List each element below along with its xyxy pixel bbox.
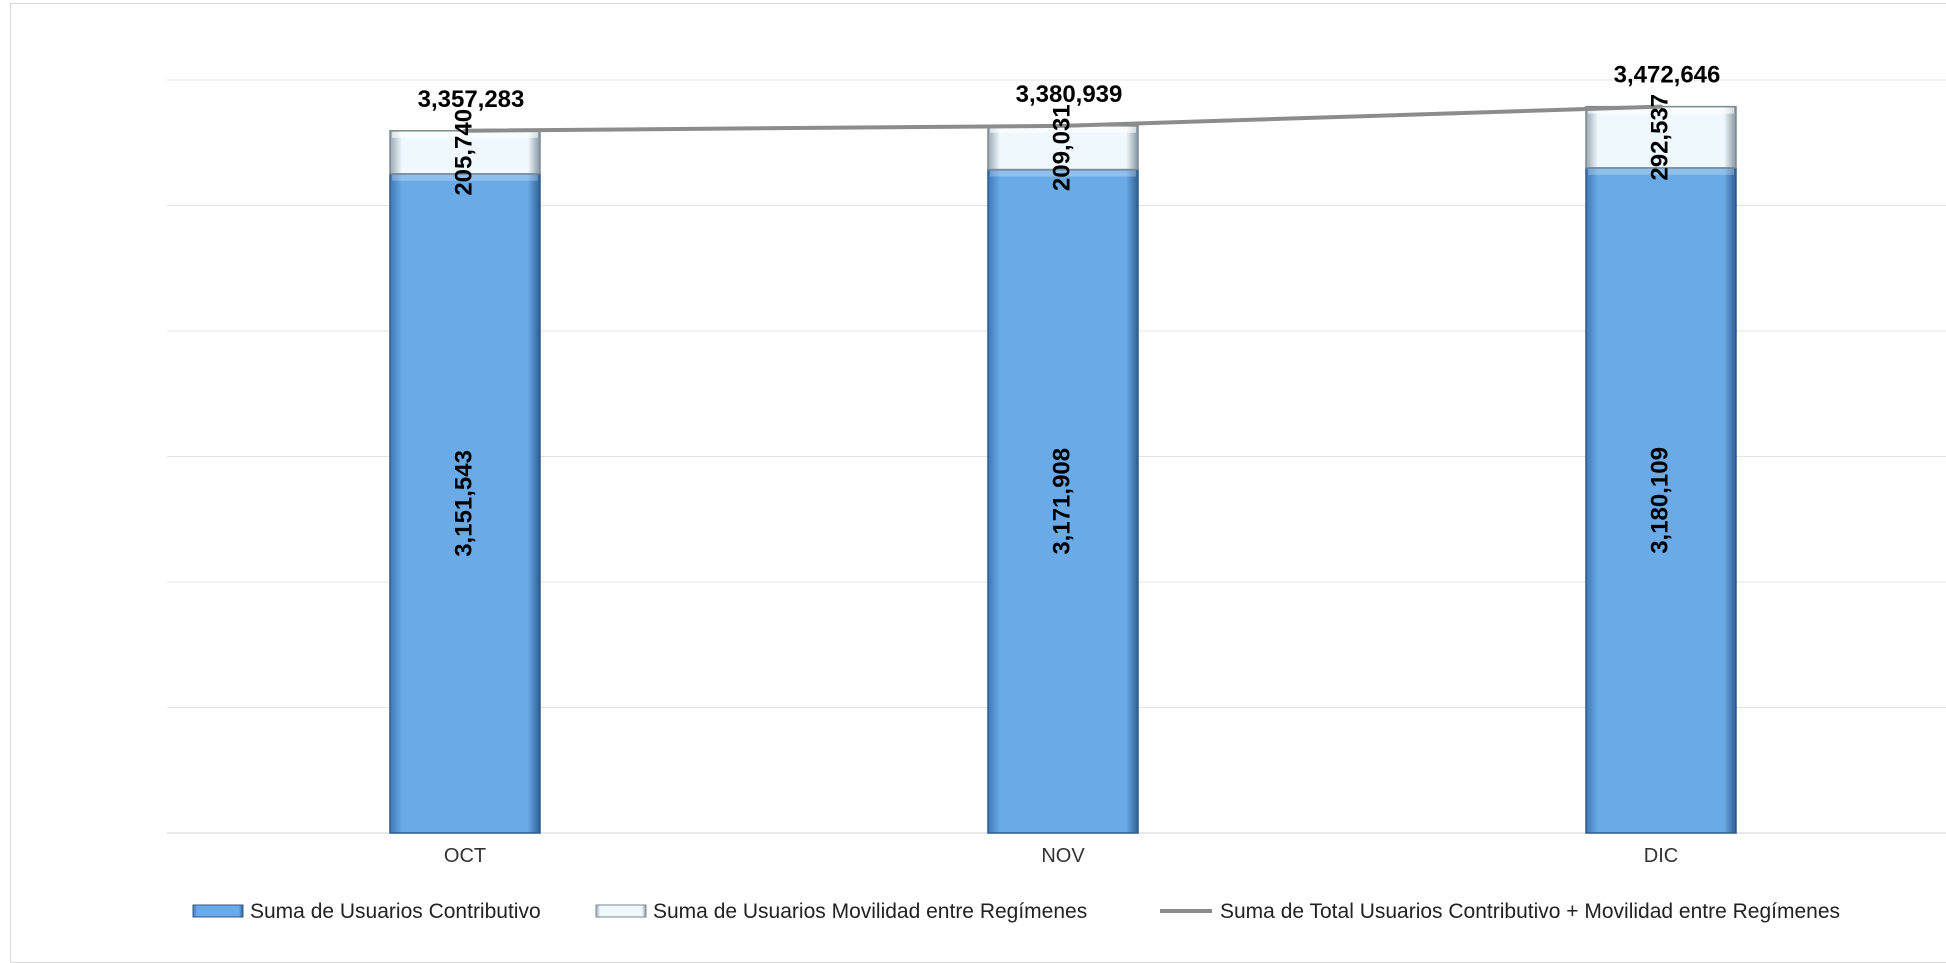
- bar-bevel: [990, 126, 1136, 133]
- legend-item: Suma de Usuarios Movilidad entre Regímen…: [595, 900, 1087, 923]
- bar-movilidad: [1585, 105, 1737, 169]
- label-contributivo: 3,171,908: [1048, 448, 1075, 555]
- legend-label: Suma de Total Usuarios Contributivo + Mo…: [1220, 900, 1840, 923]
- bar-bevel: [392, 174, 538, 181]
- label-contributivo: 3,180,109: [1646, 447, 1673, 554]
- x-tick-label: DIC: [1644, 845, 1678, 867]
- bar-contributivo: [389, 173, 541, 834]
- legend-label: Suma de Usuarios Movilidad entre Regímen…: [653, 900, 1087, 923]
- bar-bevel: [990, 170, 1136, 177]
- label-total: 3,357,283: [418, 86, 525, 113]
- bar-segment: [389, 173, 541, 834]
- bar-contributivo: [1585, 167, 1737, 834]
- legend-label: Suma de Usuarios Contributivo: [250, 900, 541, 923]
- x-axis-ticks: OCT NOV DIC: [444, 845, 1678, 867]
- legend-swatch: [192, 904, 244, 918]
- label-total: 3,380,939: [1016, 81, 1123, 108]
- legend-item: Suma de Total Usuarios Contributivo + Mo…: [1160, 900, 1840, 923]
- total-line-layer: [463, 104, 1663, 133]
- bar-segment: [389, 130, 541, 175]
- label-movilidad: 292,537: [1646, 94, 1673, 181]
- legend-item: Suma de Usuarios Contributivo: [192, 900, 541, 923]
- label-contributivo: 3,151,543: [450, 450, 477, 557]
- bar-segment: [1585, 105, 1737, 169]
- bar-movilidad: [389, 130, 541, 175]
- bar-bevel: [1588, 107, 1734, 114]
- legend: Suma de Usuarios Contributivo Suma de Usu…: [192, 900, 1840, 923]
- bar-contributivo: [987, 168, 1139, 834]
- bar-bevel: [392, 131, 538, 138]
- label-movilidad: 205,740: [450, 109, 477, 196]
- bar-segment: [987, 168, 1139, 834]
- x-tick-label: NOV: [1041, 845, 1085, 867]
- label-movilidad: 209,031: [1048, 104, 1075, 191]
- bar-segment: [1585, 167, 1737, 834]
- label-total: 3,472,646: [1614, 62, 1721, 89]
- data-labels: 3,151,543 205,740 3,171,908 209,031 3,180,10…: [418, 62, 1721, 557]
- x-tick-label: OCT: [444, 845, 486, 867]
- total-line: [463, 104, 1663, 133]
- legend-swatch: [595, 904, 647, 918]
- bars: [389, 105, 1737, 834]
- bar-bevel: [1588, 168, 1734, 175]
